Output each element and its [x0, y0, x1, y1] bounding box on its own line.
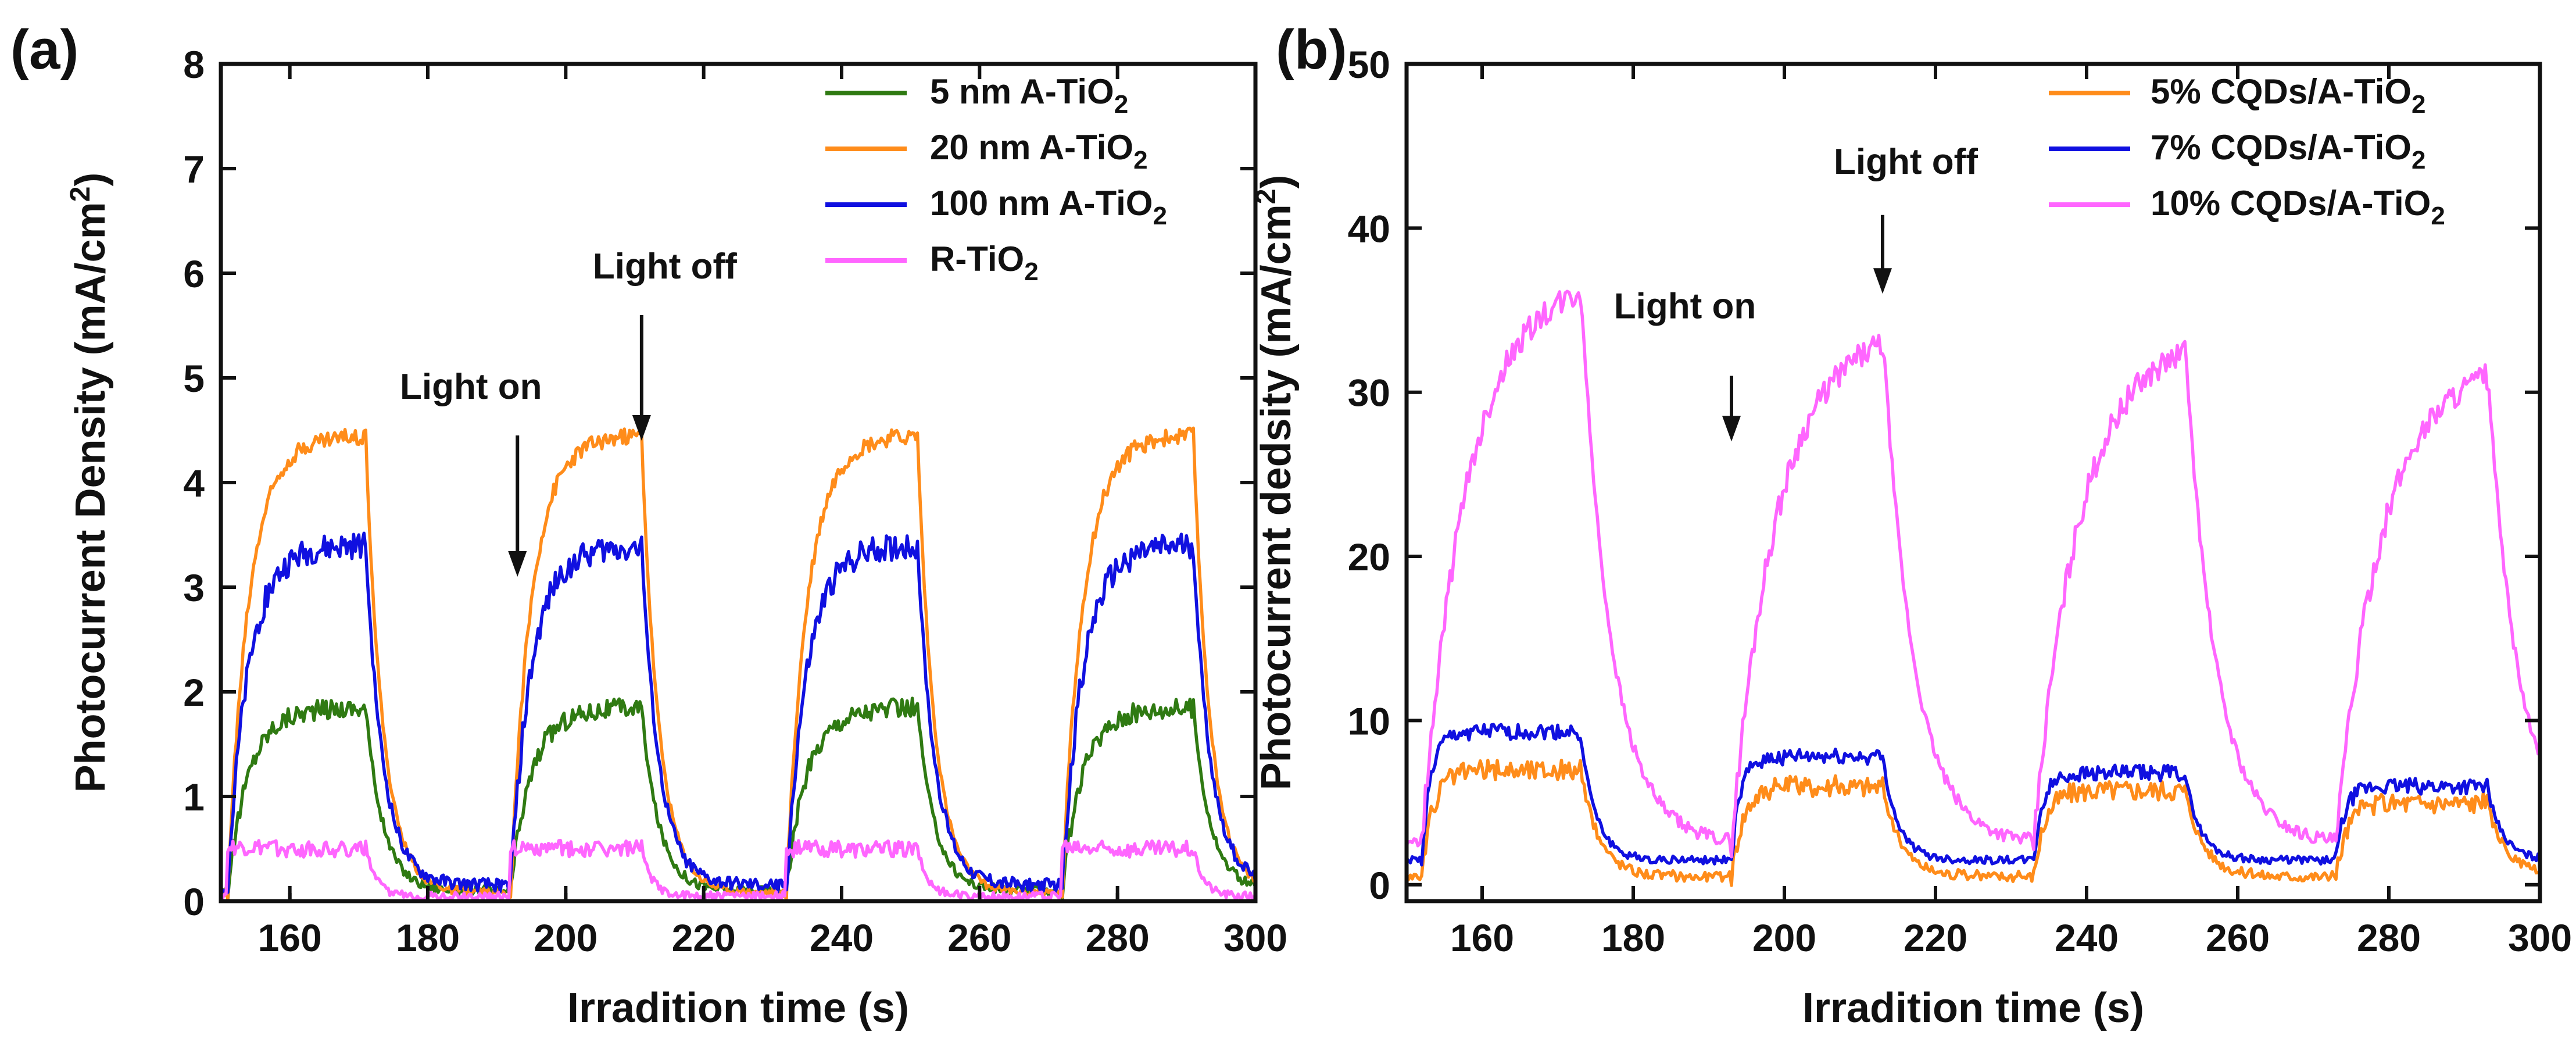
x-tick-label-a-200: 200 — [534, 916, 598, 959]
x-tick-label-a-260: 260 — [947, 916, 1011, 959]
y-axis-title-a: Photocurrent Density (mA/cm2) — [65, 173, 114, 793]
x-tick-label-a-160: 160 — [258, 916, 322, 959]
y-tick-label-b-0: 0 — [1369, 864, 1390, 907]
y-tick-label-a-8: 8 — [183, 43, 205, 86]
x-tick-label-b-180: 180 — [1601, 916, 1665, 959]
legend-label-a-3: 100 nm A-TiO2 — [930, 184, 1167, 230]
y-tick-label-a-0: 0 — [183, 880, 205, 923]
series-line-a-2 — [219, 426, 1257, 901]
x-tick-label-b-300: 300 — [2508, 916, 2572, 959]
x-tick-label-b-260: 260 — [2206, 916, 2270, 959]
y-tick-label-a-6: 6 — [183, 252, 205, 295]
series-line-b-1 — [1405, 759, 2542, 887]
y-tick-label-b-20: 20 — [1348, 535, 1390, 578]
annotation-arrowhead-b-1 — [1722, 416, 1741, 442]
legend-label-b-1: 5% CQDs/A-TiO2 — [2151, 72, 2425, 119]
y-tick-label-a-5: 5 — [183, 357, 205, 400]
y-tick-label-b-30: 30 — [1348, 371, 1390, 415]
x-axis-title-a: Irradition time (s) — [567, 985, 909, 1031]
legend-b: 5% CQDs/A-TiO2 7% CQDs/A-TiO2 10% CQDs/A-T… — [2049, 72, 2445, 230]
series-line-a-1 — [219, 696, 1257, 901]
legend-a: 5 nm A-TiO2 20 nm A-TiO2 100 nm A-TiO2 R-Ti… — [825, 72, 1167, 286]
series-line-a-3 — [219, 531, 1257, 894]
y-tick-label-a-1: 1 — [183, 776, 205, 819]
annotation-a-1: Light on — [400, 367, 542, 407]
annotation-b-2: Light off — [1834, 142, 1978, 182]
x-tick-label-a-180: 180 — [396, 916, 460, 959]
series-line-a-4 — [219, 839, 1257, 902]
x-tick-label-b-220: 220 — [1904, 916, 1967, 959]
y-axis-title-b: Photocurrent dedsity (mA/cm2) — [1251, 175, 1300, 791]
panel-label-b: (b) — [1276, 19, 1347, 81]
legend-label-a-1: 5 nm A-TiO2 — [930, 72, 1128, 119]
legend-label-a-4: R-TiO2 — [930, 240, 1039, 286]
x-tick-label-a-220: 220 — [672, 916, 736, 959]
series-line-b-3 — [1405, 290, 2542, 859]
plot-frame-b — [1404, 62, 2542, 903]
y-tick-label-a-2: 2 — [183, 671, 205, 714]
legend-label-a-2: 20 nm A-TiO2 — [930, 128, 1148, 174]
x-tick-label-a-300: 300 — [1223, 916, 1287, 959]
annotation-arrowhead-a-2 — [632, 415, 651, 441]
panel-a: 160 180 200 220 240 260 280 300 0 1 2 3 4 5 6 7 8 Irradit… — [10, 19, 1287, 1031]
annotation-a-2: Light off — [593, 247, 737, 287]
legend-label-b-3: 10% CQDs/A-TiO2 — [2151, 184, 2445, 230]
y-tick-label-b-10: 10 — [1348, 699, 1390, 742]
panel-b: 160 180 200 220 240 260 280 300 0 10 20 30 40 50 Irrad… — [1251, 19, 2572, 1031]
y-tick-label-a-3: 3 — [183, 566, 205, 609]
y-tick-label-a-7: 7 — [183, 148, 205, 191]
x-tick-label-b-200: 200 — [1752, 916, 1816, 959]
x-axis-title-b: Irradition time (s) — [1802, 985, 2144, 1031]
x-tick-label-a-240: 240 — [810, 916, 874, 959]
panel-label-a: (a) — [10, 19, 78, 81]
y-tick-label-a-4: 4 — [183, 462, 205, 505]
annotation-arrowhead-b-2 — [1873, 268, 1892, 294]
y-tick-label-b-40: 40 — [1348, 207, 1390, 250]
legend-label-b-2: 7% CQDs/A-TiO2 — [2151, 128, 2425, 174]
x-tick-label-b-240: 240 — [2055, 916, 2119, 959]
series-line-b-2 — [1405, 723, 2542, 867]
x-tick-label-b-160: 160 — [1450, 916, 1514, 959]
annotation-b-1: Light on — [1614, 287, 1756, 327]
x-tick-label-a-280: 280 — [1086, 916, 1150, 959]
annotation-arrowhead-a-1 — [508, 551, 527, 577]
x-tick-label-b-280: 280 — [2357, 916, 2421, 959]
y-tick-label-b-50: 50 — [1348, 43, 1390, 86]
